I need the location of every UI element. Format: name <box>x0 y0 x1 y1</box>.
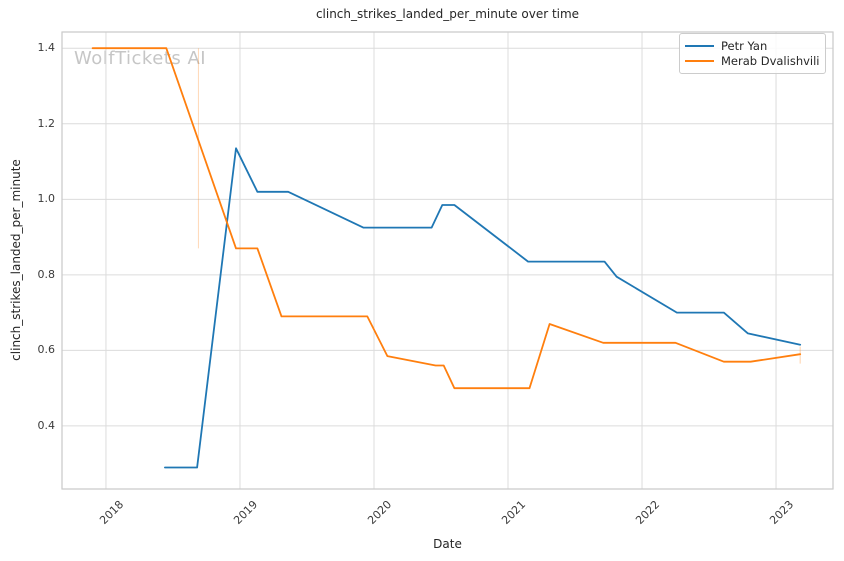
legend-label: Merab Dvalishvili <box>721 54 820 69</box>
series-line-petr-yan <box>163 147 802 469</box>
x-axis-label: Date <box>433 537 462 551</box>
y-tick-label: 0.8 <box>37 267 56 281</box>
series-line-merab-dvalishvili <box>91 47 802 390</box>
watermark: WolfTickets AI <box>74 48 207 69</box>
legend: Petr Yan Merab Dvalishvili <box>679 33 826 74</box>
y-tick-label: 1.0 <box>37 192 56 206</box>
y-tick-label: 0.4 <box>37 418 56 432</box>
y-tick-label: 0.6 <box>37 343 56 357</box>
legend-label: Petr Yan <box>721 38 768 53</box>
y-axis-label: clinch_strikes_landed_per_minute <box>9 159 23 361</box>
legend-line-swatch-orange <box>685 60 714 63</box>
chart-title: clinch_strikes_landed_per_minute over ti… <box>315 7 580 21</box>
y-tick-label: 1.2 <box>37 116 56 130</box>
legend-line-swatch-blue <box>685 44 714 47</box>
legend-item-petr-yan: Petr Yan <box>685 38 819 54</box>
plot-border <box>61 31 834 490</box>
y-tick-label: 1.4 <box>37 41 56 55</box>
legend-item-merab-dvalishvili: Merab Dvalishvili <box>685 54 820 70</box>
